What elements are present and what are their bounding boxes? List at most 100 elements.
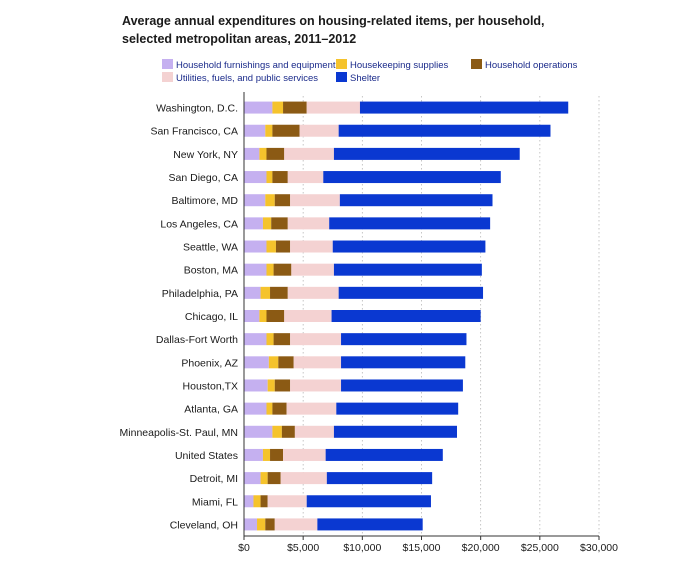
bar-segment-2: [266, 263, 274, 276]
category-label: Miami, FL: [192, 496, 238, 508]
bar-segment-2: [272, 101, 284, 114]
bar-segment-2: [262, 448, 271, 461]
bar-segment-4: [294, 425, 334, 438]
category-label: Minneapolis-St. Paul, MN: [120, 427, 238, 439]
bar-segment-1: [244, 356, 269, 369]
bar-segment-3: [283, 101, 307, 114]
bar-segment-5: [333, 263, 482, 276]
bar-segment-2: [259, 310, 267, 322]
bar-segment-3: [260, 495, 268, 508]
bar-segment-4: [280, 472, 327, 485]
bar-segment-1: [244, 286, 261, 299]
bar-segment-4: [299, 124, 339, 137]
bar-segment-1: [244, 379, 268, 392]
category-label: New York, NY: [173, 149, 238, 161]
category-label: Philadelphia, PA: [162, 288, 238, 300]
bar-segment-3: [267, 472, 281, 485]
legend-swatch: [336, 59, 347, 69]
bar-segment-1: [244, 101, 273, 114]
category-label: Baltimore, MD: [171, 195, 238, 207]
category-label: Seattle, WA: [183, 242, 238, 254]
category-label: Phoenix, AZ: [181, 357, 238, 369]
bar-segment-5: [341, 379, 463, 392]
bar-segment-5: [341, 333, 467, 346]
bar-segment-5: [329, 217, 491, 230]
bar-segment-3: [281, 425, 295, 438]
legend-label: Utilities, fuels, and public services: [176, 73, 318, 84]
bar-segment-4: [291, 263, 334, 276]
bar-segment-1: [244, 240, 267, 253]
chart-title-line-2: selected metropolitan areas, 2011–2012: [122, 32, 356, 46]
bar-segment-1: [244, 263, 267, 276]
bar-segment-3: [273, 333, 291, 346]
bar-segment-1: [244, 147, 260, 160]
legend-swatch: [336, 72, 347, 82]
bar-segment-3: [272, 171, 288, 184]
bar-segment-2: [267, 379, 275, 392]
bar-segment-5: [333, 425, 457, 438]
category-label: Houston,TX: [183, 380, 238, 392]
bar-segment-1: [244, 495, 254, 508]
bars: [244, 101, 569, 531]
category-label: Washington, D.C.: [156, 103, 238, 115]
bar-segment-4: [290, 333, 342, 346]
category-label: Boston, MA: [184, 265, 238, 277]
bar-segment-1: [244, 171, 267, 184]
x-tick-label: $30,000: [580, 542, 618, 554]
bar-segment-1: [244, 217, 263, 230]
bar-segment-3: [273, 263, 292, 276]
bar-segment-5: [332, 240, 486, 253]
bar-segment-3: [266, 310, 285, 322]
bar-segment-2: [259, 147, 267, 160]
bar-segment-4: [290, 240, 333, 253]
bar-segment-3: [278, 356, 294, 369]
x-tick-label: $0: [238, 542, 250, 554]
bar-segment-4: [284, 147, 334, 160]
bar-segment-3: [270, 448, 284, 461]
category-label: Atlanta, GA: [184, 404, 238, 416]
bar-segment-5: [338, 286, 484, 299]
bar-segment-3: [271, 217, 288, 230]
bar-segment-4: [287, 171, 324, 184]
bar-segment-2: [260, 472, 268, 485]
bar-segment-5: [336, 402, 459, 415]
bar-segment-3: [265, 518, 275, 531]
category-label: San Francisco, CA: [150, 126, 238, 138]
x-tick-label: $15,000: [403, 542, 441, 554]
bar-segment-2: [265, 124, 273, 137]
legend-swatch: [162, 59, 173, 69]
bar-segment-5: [359, 101, 569, 114]
bar-segment-3: [275, 240, 291, 253]
legend-label: Household operations: [485, 60, 578, 71]
bar-segment-1: [244, 333, 267, 346]
bar-segment-4: [306, 101, 360, 114]
category-label: San Diego, CA: [169, 172, 238, 184]
bar-segment-2: [262, 217, 272, 230]
bar-segment-2: [265, 194, 275, 207]
bar-segment-5: [306, 495, 431, 508]
bar-segment-5: [331, 310, 481, 322]
bar-segment-3: [274, 194, 291, 207]
bar-segment-4: [293, 356, 342, 369]
bar-segment-4: [287, 286, 339, 299]
legend-label: Housekeeping supplies: [350, 60, 448, 71]
bar-segment-1: [244, 425, 273, 438]
category-label: Detroit, MI: [190, 473, 238, 485]
x-tick-label: $20,000: [462, 542, 500, 554]
x-tick-label: $25,000: [521, 542, 559, 554]
bar-segment-3: [274, 379, 291, 392]
bar-segment-4: [290, 379, 342, 392]
bar-segment-5: [333, 147, 520, 160]
x-axis: $0 $5,000 $10,000 $15,000 $20,000 $25,000 $30,…: [238, 92, 618, 554]
bar-segment-5: [326, 472, 433, 485]
category-label: Cleveland, OH: [170, 519, 238, 531]
bar-segment-4: [283, 448, 326, 461]
bar-segment-4: [287, 217, 330, 230]
legend-swatch: [471, 59, 482, 69]
bar-segment-1: [244, 124, 266, 137]
bar-segment-2: [268, 356, 279, 369]
bar-segment-3: [270, 286, 288, 299]
bar-segment-5: [341, 356, 466, 369]
bar-segment-2: [266, 333, 274, 346]
